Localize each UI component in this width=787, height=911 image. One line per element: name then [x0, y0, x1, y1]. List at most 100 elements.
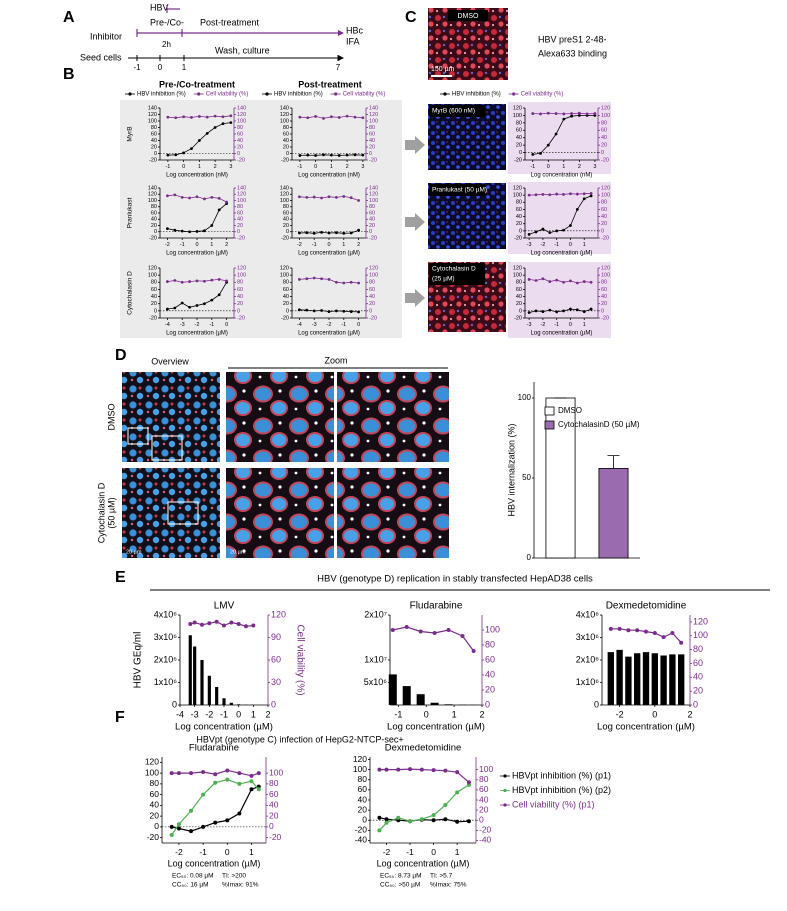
x-tick-label: 0: [225, 847, 230, 857]
data-point: [548, 308, 552, 312]
data-point: [527, 193, 531, 197]
data-point: [562, 280, 565, 284]
x-axis-label: Log concentration (µM): [298, 331, 360, 337]
x-axis-label: Log concentration (µM): [168, 858, 261, 868]
data-point: [225, 818, 230, 823]
y-tick-label: 20: [151, 301, 157, 307]
legend-marker: [503, 788, 507, 793]
x-tick-label: -4: [176, 709, 184, 719]
data-point: [200, 622, 204, 627]
data-point: [166, 115, 170, 119]
y-axis-label: MyrB: [127, 126, 134, 141]
y2-tick-label: 80: [601, 280, 607, 286]
y-tick-label: 60: [358, 784, 368, 794]
data-point: [225, 279, 229, 283]
y2-tick-label: -20: [369, 235, 377, 241]
data-point: [173, 228, 177, 232]
y2-tick-label: 0: [369, 308, 372, 314]
y2-tick-label: 60: [237, 210, 243, 216]
panel-label: E: [115, 569, 126, 586]
data-point: [577, 114, 581, 117]
y-tick-label: 100: [513, 273, 522, 279]
x-tick-label: 1: [210, 242, 213, 248]
data-point: [569, 224, 572, 227]
y2-tick-label: -20: [601, 157, 609, 163]
data-point: [541, 193, 545, 196]
series-line: [392, 626, 475, 652]
y2-tick-label: -20: [269, 832, 282, 842]
y2-tick-label: 40: [237, 294, 243, 300]
data-point: [305, 195, 309, 199]
y-tick-label: 0: [362, 814, 367, 824]
panel-background: [508, 182, 611, 254]
data-point: [188, 230, 192, 234]
x-tick-label: -2: [297, 242, 302, 248]
y2-tick-label: 0: [271, 699, 276, 709]
data-point: [432, 631, 437, 635]
data-point: [575, 308, 579, 312]
y2-tick-label: 140: [369, 105, 378, 111]
y2-tick-label: 100: [237, 273, 246, 279]
data-point: [408, 819, 413, 824]
x-tick-label: 3: [361, 164, 364, 170]
bar: [430, 702, 439, 705]
data-point: [298, 154, 302, 157]
label-box: [429, 184, 485, 196]
y-tick-label: 0: [154, 821, 159, 831]
data-point: [237, 771, 242, 776]
day-label: -1: [133, 63, 141, 72]
x-tick-label: 0: [357, 322, 360, 328]
y2-tick-label: -20: [237, 157, 245, 163]
y-tick-label: 40: [283, 217, 289, 223]
y-tick-label: 80: [151, 125, 157, 131]
y2-tick-label: 40: [601, 214, 607, 220]
x-tick-label: 3: [593, 164, 596, 170]
y2-tick-label: 120: [369, 112, 378, 118]
y2-tick-label: 80: [601, 120, 607, 126]
y-tick-label: 80: [283, 280, 289, 286]
y2-tick-label: 20: [369, 223, 375, 229]
data-point: [582, 192, 586, 196]
bar: [444, 704, 453, 705]
x-tick-label: -4: [165, 322, 170, 328]
y2-tick-label: -20: [237, 235, 245, 241]
y-tick-label: -20: [514, 315, 522, 321]
y2-tick-label: 60: [237, 131, 243, 137]
y2-tick-label: 100: [237, 118, 246, 124]
scale-label: 20 µm: [230, 549, 246, 555]
y-tick-label: 100: [513, 193, 522, 199]
data-point: [431, 768, 436, 773]
data-point: [197, 139, 201, 142]
y2-tick-label: 30: [271, 677, 281, 687]
data-point: [189, 808, 194, 813]
data-point: [249, 773, 254, 778]
data-point: [361, 153, 365, 157]
data-point: [174, 153, 178, 157]
y-tick-label: 40: [150, 800, 160, 810]
y-tick-label: 2x10⁷: [364, 609, 387, 619]
x-tick-label: 2: [687, 709, 692, 719]
x-tick-label: -2: [195, 322, 200, 328]
data-point: [225, 777, 230, 782]
data-point: [562, 117, 566, 121]
y-tick-label: 140: [148, 185, 157, 191]
data-point: [217, 196, 221, 200]
y-tick-label: 40: [151, 294, 157, 300]
x-tick-label: 2: [479, 709, 484, 719]
data-point: [562, 193, 565, 196]
data-point: [205, 131, 209, 135]
x-tick-label: 0: [424, 709, 429, 719]
y-tick-label: 100: [518, 393, 532, 402]
x-tick-label: 0: [547, 164, 550, 170]
data-point: [176, 771, 181, 776]
data-point: [570, 112, 573, 115]
bar: [416, 694, 425, 705]
micrograph: [226, 468, 334, 558]
y2-tick-label: 140: [369, 185, 378, 191]
y-axis-label: Cytochalasin D: [127, 271, 134, 315]
x-tick-label: -3: [527, 322, 532, 328]
data-point: [225, 200, 229, 204]
y-tick-label: 0: [286, 151, 289, 157]
day-label: 7: [336, 63, 341, 72]
y-tick-label: -20: [281, 235, 289, 241]
